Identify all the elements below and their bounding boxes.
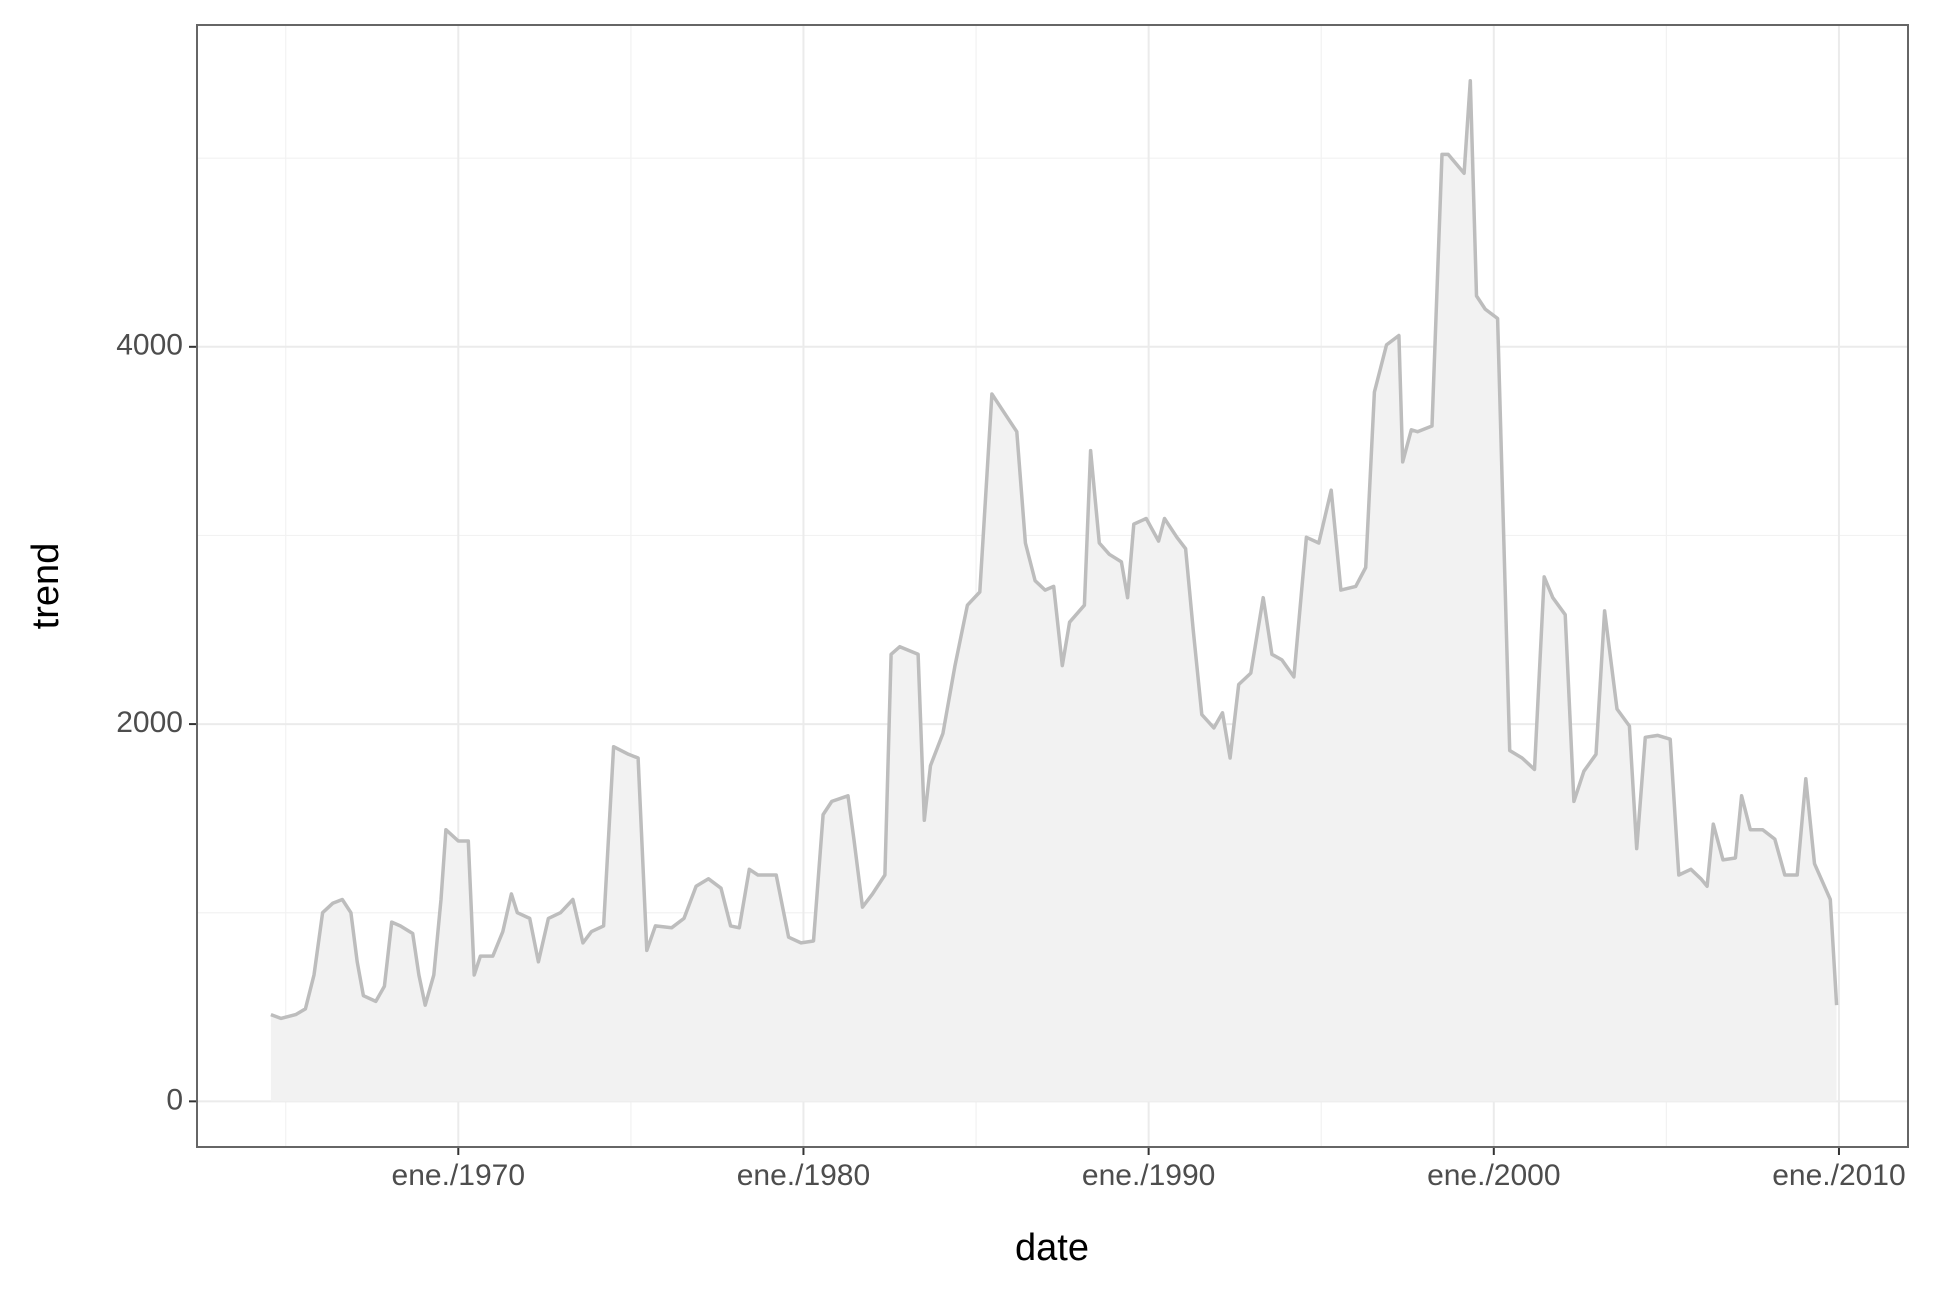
x-tick-label: ene./1970 (392, 1159, 525, 1192)
line (270, 79, 1839, 1021)
x-tick-label: ene./1990 (1082, 1159, 1215, 1192)
x-tick-label: ene./2010 (1772, 1159, 1905, 1192)
y-tick-label: 4000 (116, 329, 183, 362)
panel-border (196, 24, 1909, 1148)
x-axis-title: date (1015, 1227, 1089, 1269)
y-axis-title: trend (25, 543, 67, 630)
y-tick-label: 2000 (116, 706, 183, 739)
x-tick-label: ene./2000 (1427, 1159, 1560, 1192)
x-tick-label: ene./1980 (737, 1159, 870, 1192)
y-tick-label: 0 (166, 1083, 183, 1116)
